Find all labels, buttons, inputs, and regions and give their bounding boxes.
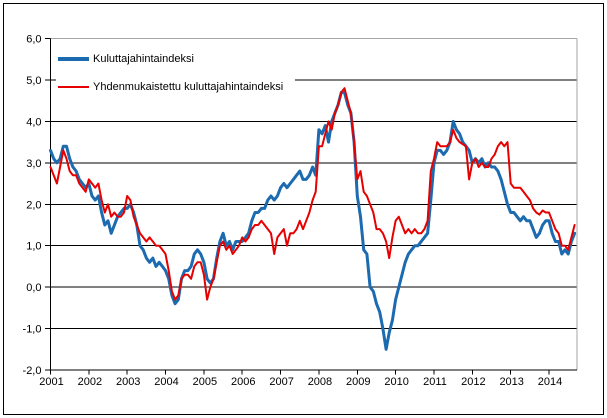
- y-tick-label: 3,0: [26, 158, 41, 170]
- y-tick-label: -2,0: [23, 365, 42, 377]
- legend-item-cpi: Kuluttajahintaindeksi: [58, 48, 283, 70]
- legend-item-hicp: Yhdenmukaistettu kuluttajahintaindeksi: [58, 76, 283, 98]
- x-tick-label: 2013: [499, 376, 523, 388]
- cpi-legend-label: Kuluttajahintaindeksi: [93, 53, 194, 65]
- x-tick-label: 2008: [308, 376, 332, 388]
- cpi-line-swatch: [58, 57, 89, 61]
- hicp-legend-label: Yhdenmukaistettu kuluttajahintaindeksi: [93, 81, 284, 93]
- y-tick-label: 2,0: [26, 199, 41, 211]
- cpi-series-line: [49, 90, 577, 351]
- x-tick-label: 2012: [461, 376, 485, 388]
- x-tick-label: 2002: [78, 376, 102, 388]
- legend: Kuluttajahintaindeksi Yhdenmukaistettu k…: [56, 46, 296, 100]
- y-tick-label: 4,0: [26, 116, 41, 128]
- y-tick-label: 1,0: [26, 241, 41, 253]
- x-tick-label: 2001: [39, 376, 63, 388]
- x-tick-label: 2003: [116, 376, 140, 388]
- x-tick-label: 2007: [269, 376, 293, 388]
- x-tick-label: 2010: [384, 376, 408, 388]
- hicp-line-swatch: [58, 85, 89, 89]
- hicp-series-line: [49, 87, 576, 301]
- x-tick-label: 2005: [193, 376, 217, 388]
- x-tick-label: 2011: [423, 376, 447, 388]
- y-tick-label: 6,0: [26, 34, 41, 46]
- x-tick-label: 2004: [154, 376, 178, 388]
- y-tick-label: 0,0: [26, 282, 41, 294]
- x-tick-label: 2014: [538, 376, 562, 388]
- y-tick-label: -1,0: [23, 324, 42, 336]
- x-tick-label: 2006: [231, 376, 255, 388]
- x-tick-label: 2009: [346, 376, 370, 388]
- y-tick-label: 5,0: [26, 75, 41, 87]
